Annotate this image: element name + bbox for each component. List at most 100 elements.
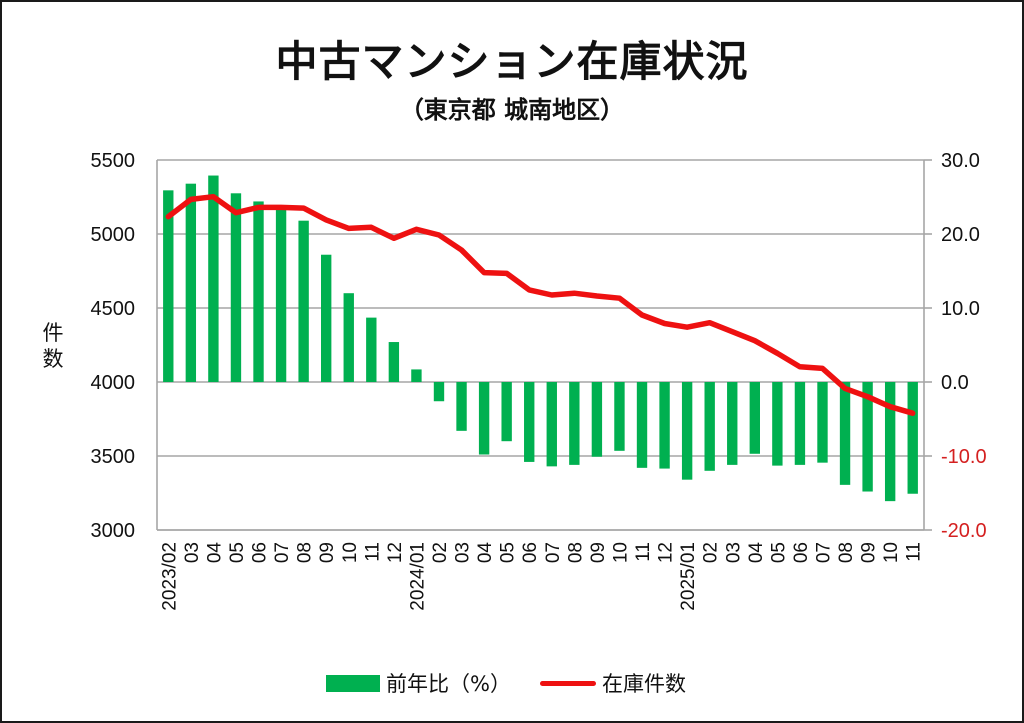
legend: 前年比（%） 在庫件数 [2, 668, 1022, 698]
x-tick-label: 03 [723, 542, 744, 563]
x-tick-label: 09 [317, 542, 338, 563]
x-tick-label: 11 [362, 542, 383, 562]
x-tick-label: 06 [791, 542, 812, 563]
bar [681, 382, 693, 480]
x-tick-label: 05 [227, 542, 248, 563]
x-tick-label: 07 [543, 542, 564, 563]
right-tick-label: 0.0 [941, 372, 969, 394]
bar [704, 382, 715, 471]
left-tick-label: 3500 [91, 446, 136, 468]
axes [156, 159, 932, 531]
x-tick-label: 06 [520, 542, 541, 563]
bar [388, 342, 400, 382]
left-tick-label: 3000 [91, 520, 136, 542]
x-tick-label: 04 [204, 542, 225, 564]
x-tick-label: 04 [746, 542, 767, 564]
x-tick-label: 12 [656, 542, 677, 563]
legend-label-yoy: 前年比（%） [386, 672, 511, 696]
bar [772, 382, 783, 466]
bar [794, 382, 806, 465]
x-tick-label: 12 [385, 542, 406, 563]
bar [524, 382, 535, 462]
bar [253, 201, 264, 382]
bar [185, 183, 197, 382]
bar [569, 382, 580, 465]
right-tick-label: 10.0 [941, 298, 980, 320]
legend-label-inventory: 在庫件数 [602, 672, 686, 696]
x-tick-label: 2024/01 [407, 542, 428, 611]
line-series [165, 193, 916, 416]
gridlines [157, 159, 924, 531]
right-axis-ticks: 30.0 20.0 10.0 0.0 -10.0 -20.0 [941, 150, 987, 542]
x-tick-label: 08 [565, 542, 586, 563]
x-tick-label: 03 [182, 542, 203, 563]
legend-item-yoy: 前年比（%） [326, 668, 511, 698]
bar [343, 293, 354, 382]
x-tick-label: 09 [859, 542, 880, 563]
bar [433, 382, 445, 402]
bar [614, 382, 625, 451]
bar [366, 317, 377, 382]
bar [839, 382, 851, 485]
x-tick-label: 08 [836, 542, 857, 563]
x-tick-label: 09 [588, 542, 609, 563]
bar [817, 382, 828, 463]
x-tick-label: 07 [272, 542, 293, 563]
x-tick-label: 2023/02 [159, 542, 180, 611]
bar [501, 382, 512, 442]
bar [478, 382, 490, 455]
bar [298, 220, 309, 382]
bar [749, 382, 760, 454]
y-axis-title-text: 件数 [42, 321, 64, 371]
bar [230, 193, 242, 382]
bar-series [163, 175, 918, 502]
x-tick-label: 11 [904, 542, 925, 562]
x-tick-label: 08 [295, 542, 316, 563]
left-tick-label: 4000 [91, 372, 136, 394]
x-tick-label: 05 [768, 542, 789, 563]
x-tick-label: 10 [340, 542, 361, 563]
right-tick-label: 20.0 [941, 224, 980, 246]
bar [907, 382, 918, 494]
inventory-line [165, 193, 916, 416]
chart-subtitle: （東京都 城南地区） [399, 96, 625, 124]
right-tick-label: -10.0 [941, 446, 987, 468]
x-tick-label: 07 [814, 542, 835, 563]
bar [591, 382, 603, 457]
bar [727, 382, 738, 465]
bar [456, 382, 467, 431]
x-tick-label: 06 [250, 542, 271, 563]
bar [636, 382, 648, 468]
legend-item-inventory: 在庫件数 [540, 668, 686, 698]
bar [275, 208, 287, 382]
bar [659, 382, 670, 469]
x-tick-label: 10 [881, 542, 902, 563]
chart-title: 中古マンション在庫状況 [275, 37, 749, 86]
x-tick-label: 03 [453, 542, 474, 563]
right-tick-label: -20.0 [941, 520, 987, 542]
bar [411, 369, 422, 382]
left-tick-label: 5000 [91, 224, 136, 246]
bar [884, 382, 896, 502]
bar [546, 382, 557, 467]
left-tick-label: 4500 [91, 298, 136, 320]
x-tick-label: 04 [475, 542, 496, 564]
x-tick-label: 10 [611, 542, 632, 563]
y-axis-title: 件数 [40, 320, 66, 372]
legend-bar-swatch [326, 674, 380, 692]
x-tick-label: 02 [701, 542, 722, 563]
x-tick-label: 02 [430, 542, 451, 563]
x-axis-ticks: 2023/02 03 04 05 06 07 08 09 10 11 12 2024/01 02 03 04… [159, 542, 924, 611]
x-tick-label: 11 [633, 542, 654, 562]
bar [862, 382, 873, 492]
bar [208, 175, 219, 382]
legend-line-swatch [540, 680, 596, 686]
x-tick-label: 05 [498, 542, 519, 563]
left-axis-ticks: 5500 5000 4500 4000 3500 3000 [91, 150, 136, 542]
bar [321, 254, 332, 382]
bar [163, 190, 174, 382]
x-tick-label: 2025/01 [678, 542, 699, 611]
right-tick-label: 30.0 [941, 150, 980, 172]
